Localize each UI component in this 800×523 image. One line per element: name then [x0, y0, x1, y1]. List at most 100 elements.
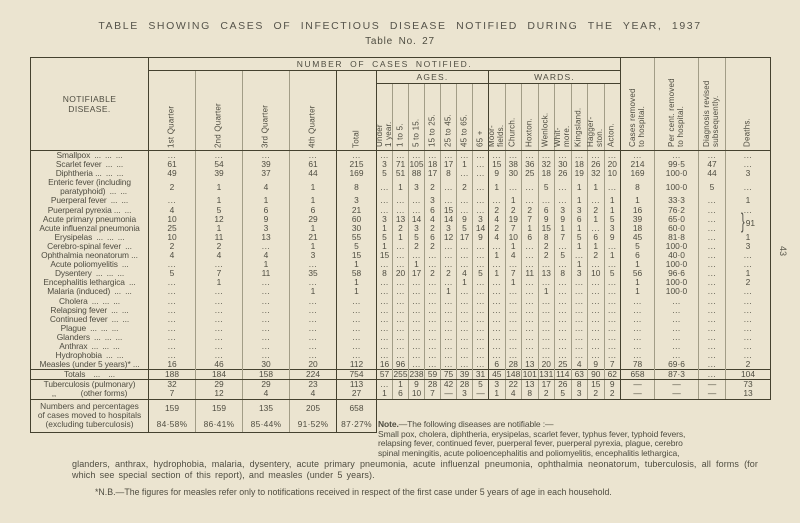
- value-cell: ...: [424, 323, 441, 333]
- value-cell: 19: [504, 214, 522, 224]
- value-cell: ...: [472, 360, 489, 370]
- value-cell: 28: [424, 379, 441, 390]
- right-header-label: Diagnosis revised subsequently.: [702, 80, 721, 147]
- value-cell: 22: [504, 379, 522, 390]
- value-cell: ...: [148, 314, 196, 324]
- numbers-cell: 159 86·41%: [195, 399, 243, 433]
- value-cell: 2: [725, 360, 772, 370]
- value-cell: ...: [376, 332, 393, 342]
- value-cell: ...: [195, 314, 243, 324]
- value-cell: ...: [440, 178, 457, 197]
- value-cell: ...: [725, 332, 772, 342]
- value-cell: 26: [554, 169, 571, 179]
- value-cell: 3: [376, 159, 393, 170]
- value-cell: 73: [725, 379, 772, 390]
- value-cell: 1: [195, 278, 243, 288]
- value-cell: ...: [554, 178, 571, 197]
- value-cell: —: [654, 379, 699, 390]
- value-cell: 1: [336, 287, 377, 297]
- ward-header: Moor- fields.: [486, 83, 505, 151]
- value-cell: ...: [587, 350, 604, 361]
- value-cell: 1: [242, 196, 290, 206]
- value-cell: ...: [725, 341, 772, 352]
- tb-label: ,, (other forms): [30, 389, 149, 400]
- value-cell: ...: [554, 296, 571, 306]
- table-row: Cerebro-spinal fever ... 2 2... 1 5 1... 2 2...…: [30, 241, 772, 252]
- value-cell: ...: [289, 150, 337, 161]
- value-cell: 13: [521, 379, 538, 390]
- value-cell: ...: [440, 360, 457, 370]
- value-cell: 1: [725, 269, 772, 279]
- value-cell: 1: [603, 196, 621, 206]
- value-cell: 15: [537, 223, 555, 233]
- rotated-label: 25 to 45.: [443, 114, 453, 147]
- value-cell: 8: [554, 269, 571, 279]
- value-cell: ...: [376, 314, 393, 324]
- value-cell: ...: [336, 305, 377, 315]
- value-cell: 18: [570, 159, 588, 170]
- deaths-brace-cell: }91: [725, 212, 772, 233]
- value-cell: ...: [620, 332, 655, 342]
- value-cell: ...: [570, 250, 588, 261]
- value-cell: 158: [242, 369, 290, 381]
- table-row: Acute primary pneumonia 10 12 9 29 60 3 13 14 4 14…: [30, 212, 772, 233]
- value-cell: ...: [195, 287, 243, 297]
- rotated-label: 1st Quarter: [166, 105, 176, 148]
- value-cell: ...: [456, 150, 473, 161]
- value-cell: ...: [488, 341, 505, 352]
- value-cell: 255: [392, 369, 409, 381]
- value-cell: 1: [289, 196, 337, 206]
- value-cell: ...: [488, 278, 505, 288]
- value-cell: 33·3: [654, 196, 699, 206]
- value-cell: ...: [725, 287, 772, 297]
- value-cell: ...: [336, 296, 377, 306]
- value-cell: ...: [504, 332, 522, 342]
- value-cell: ...: [537, 260, 555, 270]
- value-cell: 1: [620, 278, 655, 288]
- value-cell: ...: [554, 314, 571, 324]
- value-cell: 3: [725, 169, 772, 179]
- disease-label: Smallpox ... ... ...: [30, 150, 149, 161]
- value-cell: 112: [336, 360, 377, 370]
- value-cell: 5: [472, 379, 489, 390]
- table-row: Acute poliomyelitis ......... 1... 1......…: [30, 260, 772, 270]
- value-cell: ...: [488, 241, 505, 252]
- value-cell: ...: [504, 150, 522, 161]
- value-cell: ...: [408, 314, 425, 324]
- value-cell: 8: [376, 269, 393, 279]
- note-label: Note.: [378, 419, 399, 429]
- tb-label: Tuberculosis (pulmonary): [30, 379, 149, 390]
- value-cell: 2: [521, 205, 538, 215]
- value-cell: ...: [521, 241, 538, 252]
- age-header: 1 to 5.: [392, 83, 409, 151]
- disease-label: Plague ... ... ...: [30, 323, 149, 333]
- value-cell: 1: [587, 214, 604, 224]
- value-cell: ...: [376, 350, 393, 361]
- value-cell: 17: [456, 232, 473, 242]
- rotated-label: Moor- fields.: [486, 124, 505, 147]
- value-cell: ...: [440, 323, 457, 333]
- value-cell: 2: [424, 223, 441, 233]
- value-cell: 100·0: [654, 169, 699, 179]
- value-cell: 18: [424, 159, 441, 170]
- value-cell: 6: [488, 360, 505, 370]
- value-cell: 1: [195, 196, 243, 206]
- disease-label: Puerperal pyrexia ... ...: [30, 205, 149, 215]
- rotated-label: Whit- more.: [552, 125, 571, 147]
- value-cell: ...: [195, 260, 243, 270]
- value-cell: ...: [570, 323, 588, 333]
- value-cell: 76·2: [654, 205, 699, 215]
- value-cell: ...: [408, 360, 425, 370]
- value-cell: 1: [289, 178, 337, 197]
- value-cell: ...: [392, 278, 409, 288]
- value-cell: ...: [698, 150, 726, 161]
- value-cell: ...: [570, 305, 588, 315]
- value-cell: 2: [392, 223, 409, 233]
- value-cell: ...: [392, 296, 409, 306]
- value-cell: ...: [289, 332, 337, 342]
- value-cell: 4: [424, 214, 441, 224]
- value-cell: ...: [603, 332, 621, 342]
- value-cell: ...: [376, 260, 393, 270]
- value-cell: ...: [242, 305, 290, 315]
- value-cell: 61: [148, 159, 196, 170]
